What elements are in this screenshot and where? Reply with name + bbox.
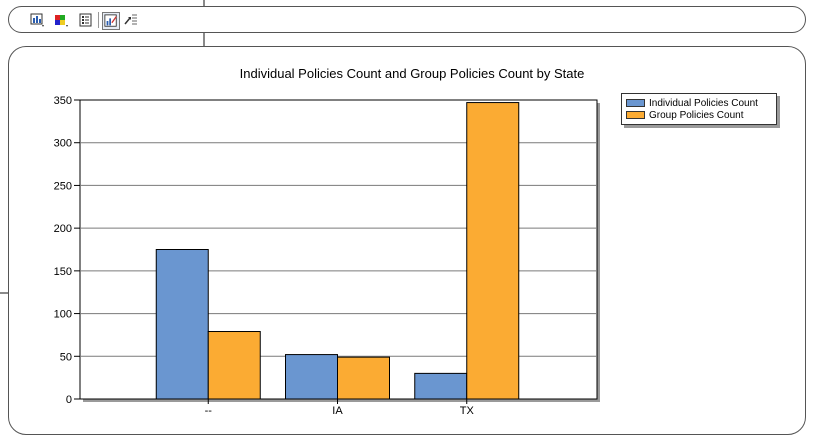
chart-bars: [155, 102, 520, 400]
legend-item: Individual Policies Count: [626, 97, 772, 109]
bar: [466, 102, 520, 400]
y-tick-label: 350: [54, 95, 72, 107]
chart-legend: Individual Policies Count Group Policies…: [621, 93, 777, 125]
y-tick-label: 300: [54, 138, 72, 150]
panel-divider: [203, 33, 205, 46]
bar: [414, 372, 468, 400]
y-tick-label: 0: [66, 394, 72, 406]
bar: [337, 356, 390, 400]
legend-swatch: [626, 111, 645, 119]
y-tick-label: 200: [54, 223, 72, 235]
chart-wizard-icon[interactable]: [102, 12, 120, 30]
legend-label: Group Policies Count: [649, 109, 744, 121]
legend-swatch: [626, 99, 645, 107]
legend-item: Group Policies Count: [626, 109, 772, 121]
legend-label: Individual Policies Count: [649, 97, 758, 109]
x-axis: -- IA TX: [205, 399, 475, 417]
legend-toggle-icon[interactable]: [78, 12, 94, 28]
toolbar-separator: [98, 12, 99, 28]
bar: [207, 331, 261, 400]
y-tick-label: 150: [54, 266, 72, 278]
y-tick-label: 50: [60, 351, 72, 363]
x-tick-label: TX: [460, 405, 475, 417]
x-tick-label: --: [205, 405, 213, 417]
chart-toolbar: [8, 6, 806, 33]
y-axis: 0 50 100 150 200 250 300 350: [54, 95, 80, 406]
x-tick-label: IA: [332, 405, 343, 417]
bar: [155, 249, 209, 400]
y-tick-label: 100: [54, 309, 72, 321]
chart-type-icon[interactable]: [30, 12, 46, 28]
y-tick-label: 250: [54, 180, 72, 192]
chart-title: Individual Policies Count and Group Poli…: [240, 66, 585, 81]
bar: [285, 354, 338, 400]
drill-icon[interactable]: [123, 12, 139, 28]
color-palette-icon[interactable]: [54, 12, 70, 28]
